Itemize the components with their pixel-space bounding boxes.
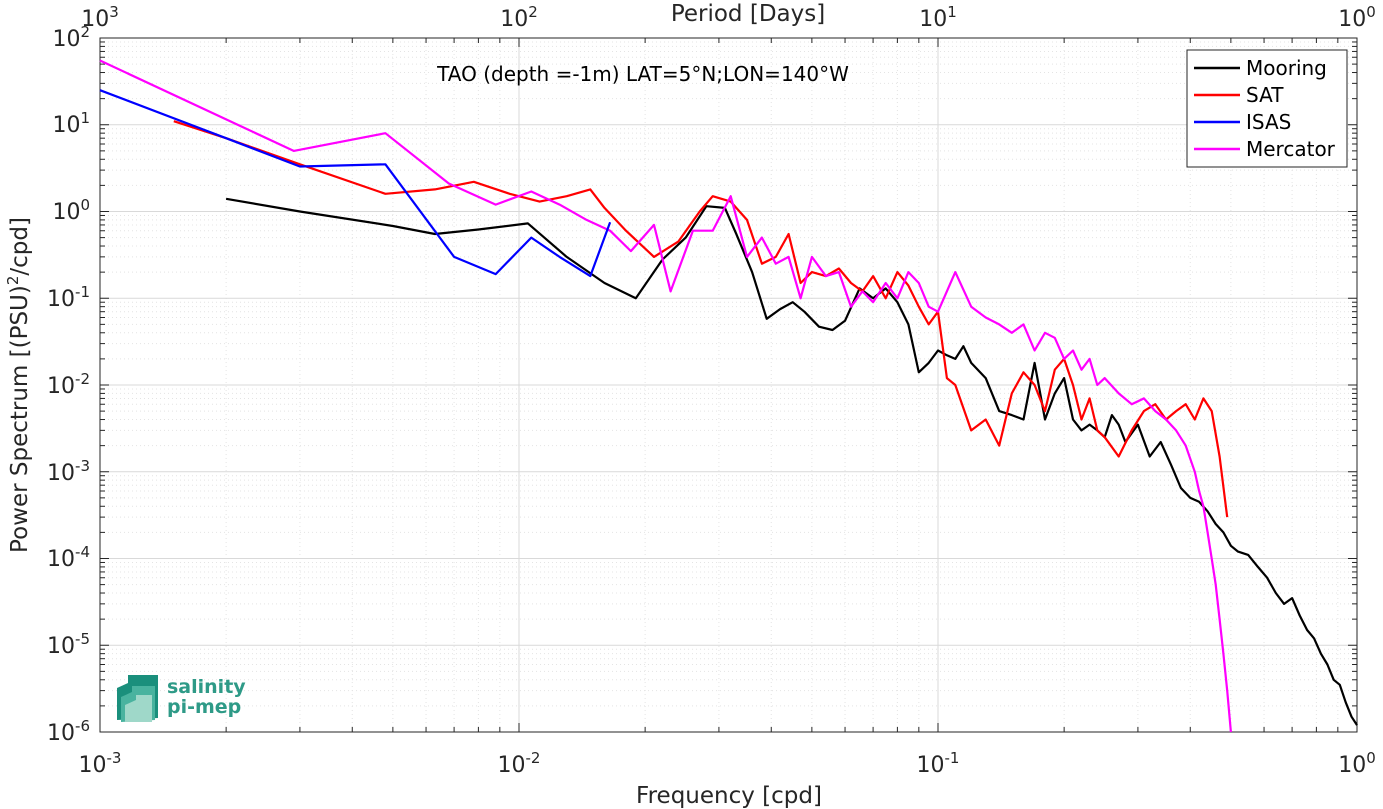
legend-box (1186, 49, 1348, 168)
series-line-mercator (99, 59, 1232, 733)
series-line-isas (99, 89, 612, 278)
legend-label: Mercator (1246, 137, 1336, 161)
chart-annotation: TAO (depth =-1m) LAT=5°N;LON=140°W (436, 62, 849, 86)
y-tick-label: 10-4 (47, 543, 90, 572)
y-tick-label: 100 (52, 196, 90, 225)
grid (100, 38, 1357, 732)
x-tick-label: 10-1 (917, 749, 960, 778)
series-lines (99, 59, 1358, 733)
series-line-mooring (225, 197, 1358, 726)
x-axis-title: Frequency [cpd] (636, 783, 822, 809)
series-line-sat (173, 120, 1229, 518)
legend-label: Mooring (1246, 56, 1327, 80)
y-tick-label: 101 (52, 109, 90, 138)
y-axis-title: Power Spectrum [(PSU)2/cpd] (4, 217, 33, 553)
y-tick-label: 10-6 (47, 717, 90, 746)
x-tick-label: 10-3 (79, 749, 122, 778)
tick-marks (99, 38, 1357, 733)
logo-text-line2: pi-mep (167, 696, 241, 718)
y-tick-label: 102 (52, 23, 90, 52)
y-tick-label: 10-5 (47, 630, 90, 659)
legend-label: ISAS (1246, 110, 1291, 134)
y-tick-label: 10-1 (47, 283, 90, 312)
legend-label: SAT (1246, 83, 1284, 107)
top-tick-label: 100 (1338, 3, 1376, 32)
y-tick-label: 10-3 (47, 457, 90, 486)
x-tick-label: 100 (1338, 749, 1376, 778)
logo-text-line1: salinity (167, 676, 246, 698)
y-tick-label: 10-2 (47, 370, 90, 399)
legend: Mooring SAT ISAS Mercator (1186, 49, 1348, 168)
top-tick-label: 102 (500, 3, 538, 32)
top-tick-label: 103 (81, 3, 119, 32)
salinity-pimep-logo: salinity pi-mep (117, 675, 246, 722)
top-axis-title: Period [Days] (671, 1, 825, 27)
x-tick-label: 10-2 (498, 749, 541, 778)
logo-mark-icon (117, 675, 158, 722)
top-tick-label: 101 (919, 3, 957, 32)
